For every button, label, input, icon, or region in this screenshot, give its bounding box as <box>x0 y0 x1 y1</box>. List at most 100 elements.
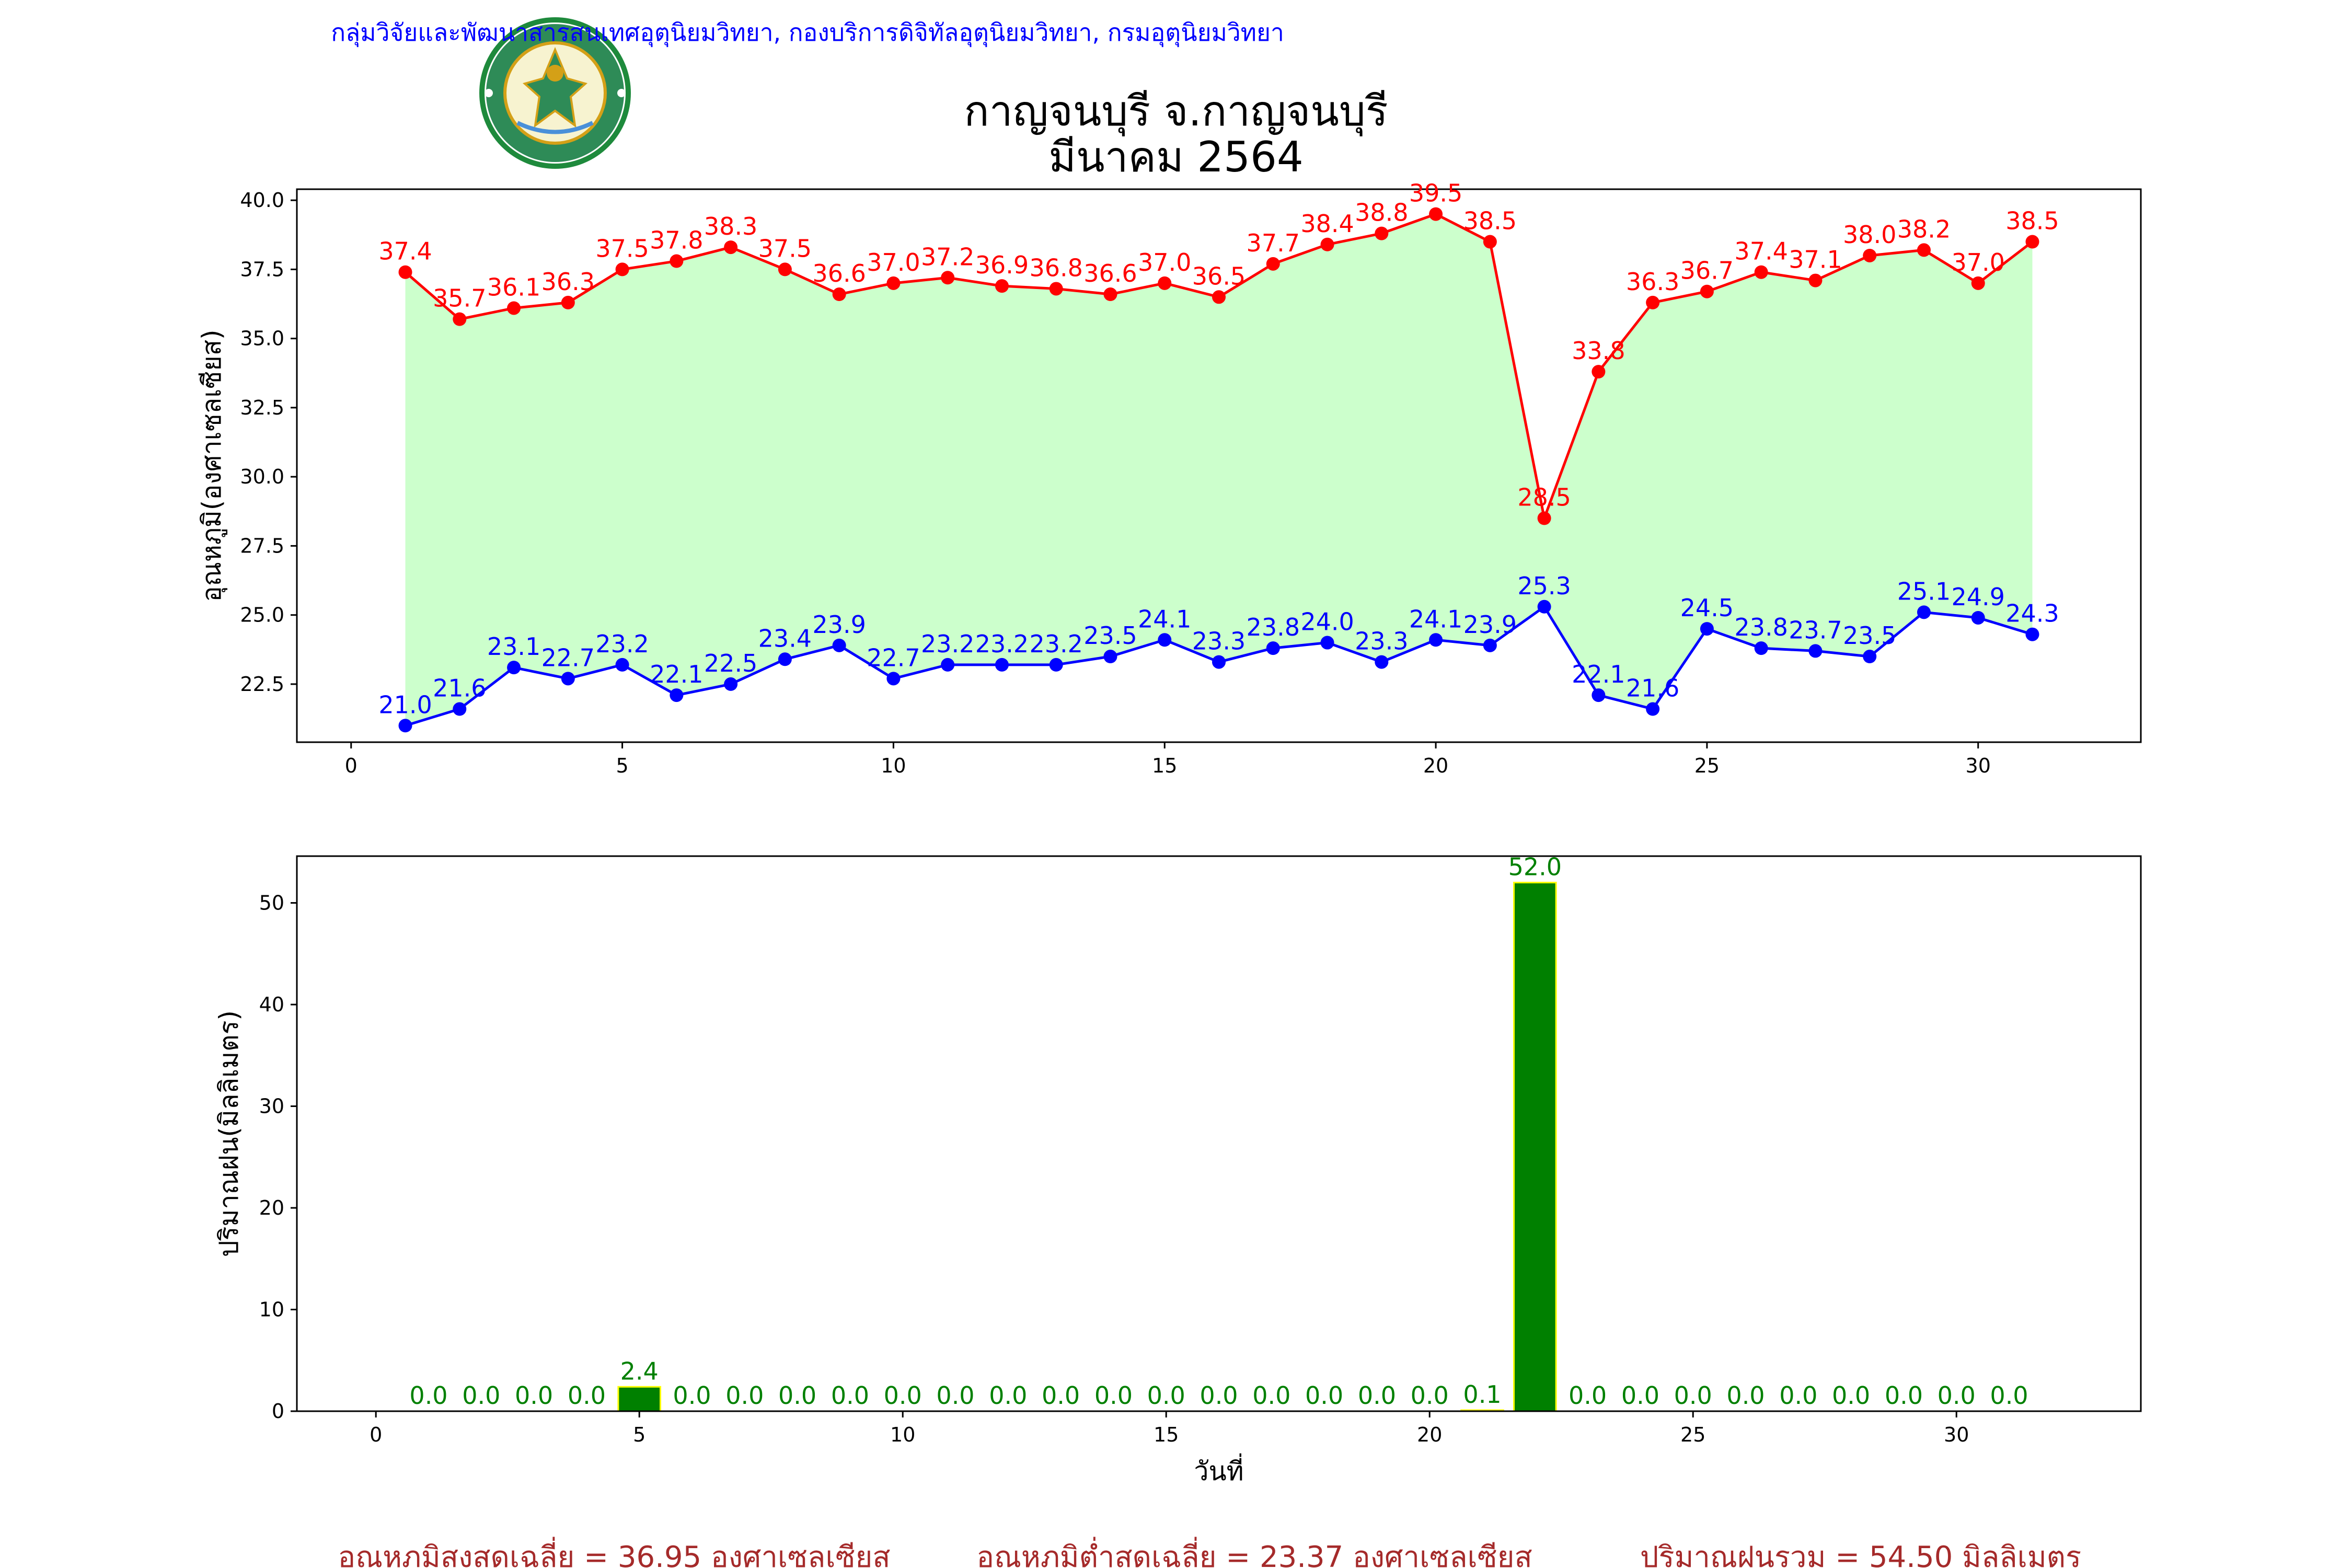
max-temp-point <box>995 279 1009 293</box>
footer-total-rain: ปริมาณฝนรวม = 54.50 มิลลิเมตร <box>1640 1540 2081 1568</box>
min-temp-value-label: 23.2 <box>975 630 1029 658</box>
rain-bar <box>617 1386 662 1412</box>
min-temp-point <box>1537 599 1551 614</box>
max-temp-value-label: 37.4 <box>378 237 432 266</box>
y-tick-label: 0 <box>272 1400 284 1423</box>
min-temp-value-label: 23.9 <box>1463 610 1517 639</box>
min-temp-point <box>398 719 412 733</box>
y-tick-label: 25.0 <box>240 604 284 627</box>
rain-value-label: 0.0 <box>1726 1381 1765 1410</box>
max-temp-value-label: 35.7 <box>433 284 486 313</box>
chart-title-station: กาญจนบุรี จ.กาญจนบุรี <box>964 87 1388 136</box>
chart-title-month: มีนาคม 2564 <box>1048 133 1304 181</box>
min-temp-point <box>778 652 792 666</box>
min-temp-value-label: 24.1 <box>1409 605 1462 633</box>
y-tick-label: 37.5 <box>240 258 284 281</box>
rain-value-label: 0.0 <box>1358 1381 1396 1410</box>
rainfall-plot-frame <box>296 855 2142 1412</box>
rain-value-label: 0.0 <box>1305 1381 1343 1410</box>
max-temp-value-label: 37.2 <box>921 243 974 271</box>
rain-value-label: 0.0 <box>1411 1381 1449 1410</box>
min-temp-value-label: 23.3 <box>1192 627 1246 655</box>
rain-value-label: 0.0 <box>1200 1381 1238 1410</box>
rain-value-label: 0.0 <box>1569 1381 1607 1410</box>
x-tick-label: 25 <box>1694 754 1720 777</box>
rain-value-label: 0.0 <box>1990 1381 2028 1410</box>
x-tick-label: 10 <box>890 1423 915 1446</box>
min-temp-value-label: 23.2 <box>595 630 649 658</box>
min-temp-value-label: 24.5 <box>1680 594 1734 622</box>
min-temp-value-label: 23.8 <box>1734 613 1788 641</box>
max-temp-value-label: 36.8 <box>1029 253 1082 282</box>
max-temp-value-label: 38.5 <box>1463 207 1517 235</box>
min-temp-point <box>995 658 1009 672</box>
max-temp-point <box>1049 282 1063 296</box>
max-temp-point <box>1537 511 1551 525</box>
x-tick-label: 5 <box>633 1423 645 1446</box>
max-temp-value-label: 28.5 <box>1517 483 1571 512</box>
min-temp-value-label: 23.7 <box>1789 616 1842 644</box>
max-temp-point <box>778 262 792 276</box>
rain-value-label: 0.0 <box>884 1381 922 1410</box>
rain-value-label: 0.0 <box>1938 1381 1976 1410</box>
max-temp-value-label: 36.3 <box>1626 268 1679 296</box>
max-temp-value-label: 38.0 <box>1843 221 1896 249</box>
rain-value-label: 0.0 <box>831 1381 869 1410</box>
max-temp-point <box>1646 295 1660 309</box>
rain-value-label: 0.0 <box>409 1381 447 1410</box>
y-tick-label: 22.5 <box>240 673 284 696</box>
y-tick-label: 20 <box>259 1196 284 1219</box>
min-temp-value-label: 23.5 <box>1083 621 1137 650</box>
x-tick-label: 30 <box>1944 1423 1969 1446</box>
rain-value-label: 0.0 <box>515 1381 553 1410</box>
x-tick-label: 5 <box>616 754 628 777</box>
rain-bar <box>1513 882 1557 1412</box>
min-temp-point <box>1212 655 1226 669</box>
min-temp-point <box>670 688 684 702</box>
max-temp-value-label: 37.8 <box>650 226 703 255</box>
footer-avg-min-temp: อุณหภูมิต่ำสุดเฉลี่ย = 23.37 องศาเซลเซีย… <box>976 1537 1532 1568</box>
x-tick-label: 0 <box>345 754 358 777</box>
x-tick-label: 20 <box>1417 1423 1442 1446</box>
temperature-chart: 0 5 10 15 20 25 30 22.5 25.0 27.5 30.0 32.5 35.0 37.5… <box>197 179 2142 777</box>
max-temp-point <box>670 254 684 268</box>
max-temp-value-label: 33.8 <box>1572 337 1625 365</box>
x-tick-label: 0 <box>370 1423 382 1446</box>
rain-value-label: 0.0 <box>1042 1381 1080 1410</box>
min-temp-point <box>832 638 846 652</box>
max-temp-point <box>1971 276 1985 290</box>
max-temp-value-label: 37.1 <box>1789 246 1842 274</box>
x-tick-label: 15 <box>1152 754 1177 777</box>
max-temp-value-label: 38.4 <box>1300 210 1354 238</box>
min-temp-point <box>1917 605 1931 619</box>
max-temp-value-label: 38.5 <box>2005 207 2059 235</box>
min-temp-point <box>507 661 521 675</box>
max-temp-value-label: 36.6 <box>1083 259 1137 287</box>
min-temp-value-label: 23.2 <box>1029 630 1082 658</box>
organization-header: กลุ่มวิจัยและพัฒนาสารสนเทศอุตุนิยมวิทยา,… <box>331 18 1284 48</box>
max-temp-value-label: 38.2 <box>1897 215 1951 243</box>
max-temp-value-label: 38.3 <box>704 212 757 240</box>
rain-value-label: 0.0 <box>1674 1381 1712 1410</box>
x-tick-label: 25 <box>1680 1423 1705 1446</box>
y-tick-label: 10 <box>259 1298 284 1321</box>
max-temp-point <box>453 312 467 326</box>
min-temp-value-label: 23.9 <box>812 610 866 639</box>
max-temp-point <box>398 265 412 279</box>
max-temp-point <box>1320 237 1334 251</box>
min-temp-value-label: 22.7 <box>867 643 920 672</box>
max-temp-point <box>507 301 521 315</box>
max-temp-point <box>886 276 901 290</box>
rain-value-label: 0.1 <box>1463 1380 1501 1409</box>
max-temp-value-label: 36.6 <box>812 259 866 287</box>
x-axis-label: วันที่ <box>1194 1454 1243 1486</box>
rain-value-label: 0.0 <box>568 1381 606 1410</box>
max-temp-point <box>832 287 846 302</box>
y-tick-label: 50 <box>259 891 284 914</box>
x-tick-label: 15 <box>1154 1423 1179 1446</box>
min-temp-point <box>1808 644 1823 658</box>
max-temp-point <box>1917 243 1931 257</box>
max-temp-value-label: 39.5 <box>1409 179 1462 207</box>
min-temp-value-label: 23.2 <box>921 630 974 658</box>
